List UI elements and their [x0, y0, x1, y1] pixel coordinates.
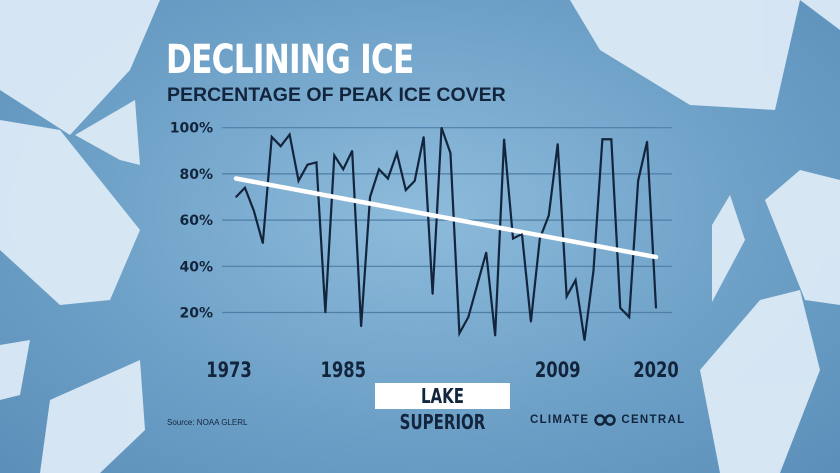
source-note: Source: NOAA GLERL — [167, 418, 248, 427]
y-tick-label: 60% — [179, 213, 213, 229]
data-point — [458, 332, 461, 335]
ice-floe — [0, 0, 160, 135]
y-tick-label: 40% — [179, 259, 213, 275]
ice-cover-line — [235, 127, 658, 341]
data-point — [440, 126, 443, 129]
ice-floe — [700, 290, 820, 473]
data-point — [556, 143, 559, 145]
data-point — [494, 334, 496, 337]
data-point — [655, 307, 657, 309]
data-point — [360, 325, 362, 328]
ice-floe — [0, 120, 140, 305]
x-tick-label: 2020 — [633, 359, 679, 382]
chart-subtitle: PERCENTAGE OF PEAK ICE COVER — [167, 84, 506, 106]
data-point — [387, 177, 389, 180]
data-point — [547, 214, 550, 217]
data-point — [646, 140, 648, 143]
data-point — [235, 196, 237, 198]
data-point — [485, 251, 488, 254]
x-tick-label: 1985 — [320, 359, 366, 382]
brand-left: CLIMATE — [530, 414, 590, 426]
data-point — [583, 339, 586, 342]
brand-logo: CLIMATE CENTRAL — [530, 414, 685, 426]
data-point — [315, 161, 318, 164]
data-point — [351, 150, 353, 152]
data-point — [503, 138, 505, 141]
infinity-logo-icon — [594, 414, 617, 426]
data-point — [342, 168, 345, 171]
y-tick-label: 100% — [170, 121, 213, 137]
ice-floe — [75, 100, 140, 165]
data-point — [253, 210, 255, 212]
data-point — [279, 145, 282, 147]
ice-floe — [570, 0, 800, 110]
data-point — [601, 138, 604, 141]
data-point — [565, 295, 568, 298]
data-point — [539, 237, 541, 240]
data-point — [333, 154, 336, 157]
data-point — [244, 186, 246, 189]
data-point — [574, 279, 577, 281]
data-point — [592, 270, 595, 272]
trend-line — [233, 176, 659, 260]
brand-right: CENTRAL — [621, 414, 686, 426]
data-point — [422, 136, 425, 138]
data-point — [262, 242, 264, 244]
data-point — [449, 152, 452, 154]
data-point — [288, 133, 291, 136]
lake-label-text: LAKE SUPERIOR — [399, 384, 486, 434]
data-point — [413, 180, 416, 182]
data-point — [396, 152, 398, 154]
data-point — [530, 320, 532, 323]
data-point — [431, 293, 434, 295]
data-point — [476, 283, 479, 286]
data-point — [619, 307, 622, 309]
data-point — [610, 138, 613, 141]
x-tick-label: 2009 — [535, 359, 581, 382]
data-point — [521, 233, 523, 235]
ice-floe — [765, 170, 840, 305]
ice-floe — [712, 195, 745, 302]
x-tick-label: 1973 — [206, 359, 252, 382]
data-point — [628, 316, 630, 318]
data-point — [404, 189, 407, 191]
ice-floe — [0, 340, 30, 400]
data-point — [324, 311, 327, 314]
ice-floe — [800, 0, 840, 30]
chart-title: DECLINING ICE — [166, 37, 414, 83]
y-tick-label: 20% — [179, 306, 213, 322]
ice-floe — [40, 360, 145, 473]
data-point — [369, 196, 371, 198]
lake-label: LAKE SUPERIOR — [375, 383, 510, 434]
data-point — [512, 237, 514, 240]
data-point — [270, 136, 273, 138]
data-point — [637, 180, 639, 182]
y-tick-label: 80% — [179, 167, 213, 183]
data-point — [297, 180, 300, 182]
data-point — [378, 168, 380, 171]
data-point — [467, 316, 470, 318]
data-point — [306, 163, 309, 166]
